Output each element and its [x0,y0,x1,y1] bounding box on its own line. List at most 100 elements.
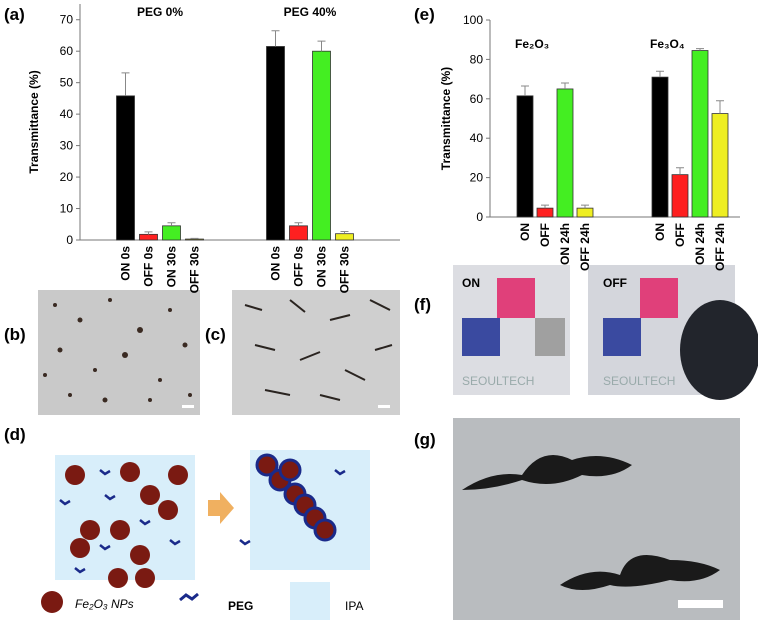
photo-label: OFF [603,276,627,290]
x-tick-label: ON 0s [119,246,133,281]
error-bar [144,231,153,235]
bar [289,225,308,241]
bar [516,95,534,218]
photo-label: ON [462,276,480,290]
x-tick-label: ON 24h [693,223,707,265]
bar [671,174,689,218]
panel-label: (b) [4,325,26,344]
aggregate [560,555,720,590]
micrograph [38,290,200,415]
error-bar [541,204,549,209]
y-tick-label: 70 [60,13,74,27]
y-tick-label: 10 [60,202,74,216]
error-bar [581,204,589,209]
panel-label: (e) [414,5,435,24]
group-title: PEG 0% [137,5,183,19]
x-tick-label: OFF 30s [338,246,352,294]
error-bar [340,231,349,234]
x-tick-label: OFF 0s [142,246,156,287]
error-bar [561,82,569,89]
bar [536,207,554,218]
x-tick-label: OFF [673,223,687,247]
x-tick-label: ON 30s [165,246,179,288]
y-tick-label: 60 [60,44,74,58]
error-bar [676,167,684,175]
bar [116,95,135,241]
micrograph [453,418,740,620]
error-bar [521,85,529,96]
x-tick-label: OFF 24h [713,223,727,271]
panel-label: (f) [414,295,431,314]
group-title: PEG 40% [284,5,337,19]
error-bar [271,30,280,47]
bar [711,113,729,218]
x-tick-label: ON [653,223,667,241]
bar [335,233,354,241]
aggregate [462,455,632,490]
panel-label: (a) [4,5,25,24]
group-title: Fe₂O₃ [515,37,549,51]
micrograph [232,290,400,415]
legend-peg [179,592,199,602]
x-tick-label: OFF [538,223,552,247]
y-tick-label: 0 [476,210,483,224]
panel-label: (g) [414,430,436,449]
y-tick-label: 40 [470,131,484,145]
photo-off: OFF SEOULTECH [588,265,758,400]
logo-text: SEOULTECH [603,374,675,388]
error-bar [716,100,724,114]
legend-label: PEG [228,599,253,613]
aggregates [244,299,393,401]
photo-on: ON SEOULTECH [453,265,570,395]
y-tick-label: 0 [66,233,73,247]
error-bar [656,70,664,78]
bar [185,238,204,241]
y-tick-label: 40 [60,107,74,121]
x-tick-label: ON 30s [315,246,329,288]
peg-chains [59,469,181,574]
y-tick-label: 100 [463,13,483,27]
error-bar [167,222,176,226]
x-tick-label: ON [518,223,532,241]
x-tick-label: OFF 30s [188,246,202,294]
particles [43,298,192,403]
bar [576,207,594,218]
logo-text: SEOULTECH [462,374,534,388]
x-tick-label: ON 0s [269,246,283,281]
bar [691,50,709,218]
error-bar [294,222,303,226]
legend-label: Fe₂O₃ NPs [75,597,134,611]
y-axis-label: Transmittance (%) [27,70,41,173]
peg-chains [239,469,346,546]
scale-bar [378,405,390,408]
panel-label: (c) [205,325,226,344]
bar [312,50,331,241]
legend-ipa [290,582,330,620]
x-tick-label: OFF 0s [292,246,306,287]
group-title: Fe₃O₄ [650,37,685,51]
arrow [208,492,234,524]
aggregate [255,453,337,542]
y-tick-label: 20 [470,171,484,185]
y-tick-label: 20 [60,170,74,184]
y-tick-label: 60 [470,92,484,106]
bar [139,233,158,241]
y-axis-label: Transmittance (%) [439,67,453,170]
nanoparticles [65,462,188,588]
x-tick-label: OFF 24h [578,223,592,271]
x-tick-label: ON 24h [558,223,572,265]
error-bar [190,237,199,240]
scale-bar [678,600,723,608]
error-bar [696,48,704,51]
y-tick-label: 30 [60,139,74,153]
bar [651,76,669,218]
error-bar [121,72,130,96]
legend-np [41,591,63,613]
legend-label: IPA [345,599,363,613]
panel-label: (d) [4,425,26,444]
bar [266,46,285,241]
bar [162,225,181,241]
y-tick-label: 80 [470,52,484,66]
y-tick-label: 50 [60,76,74,90]
